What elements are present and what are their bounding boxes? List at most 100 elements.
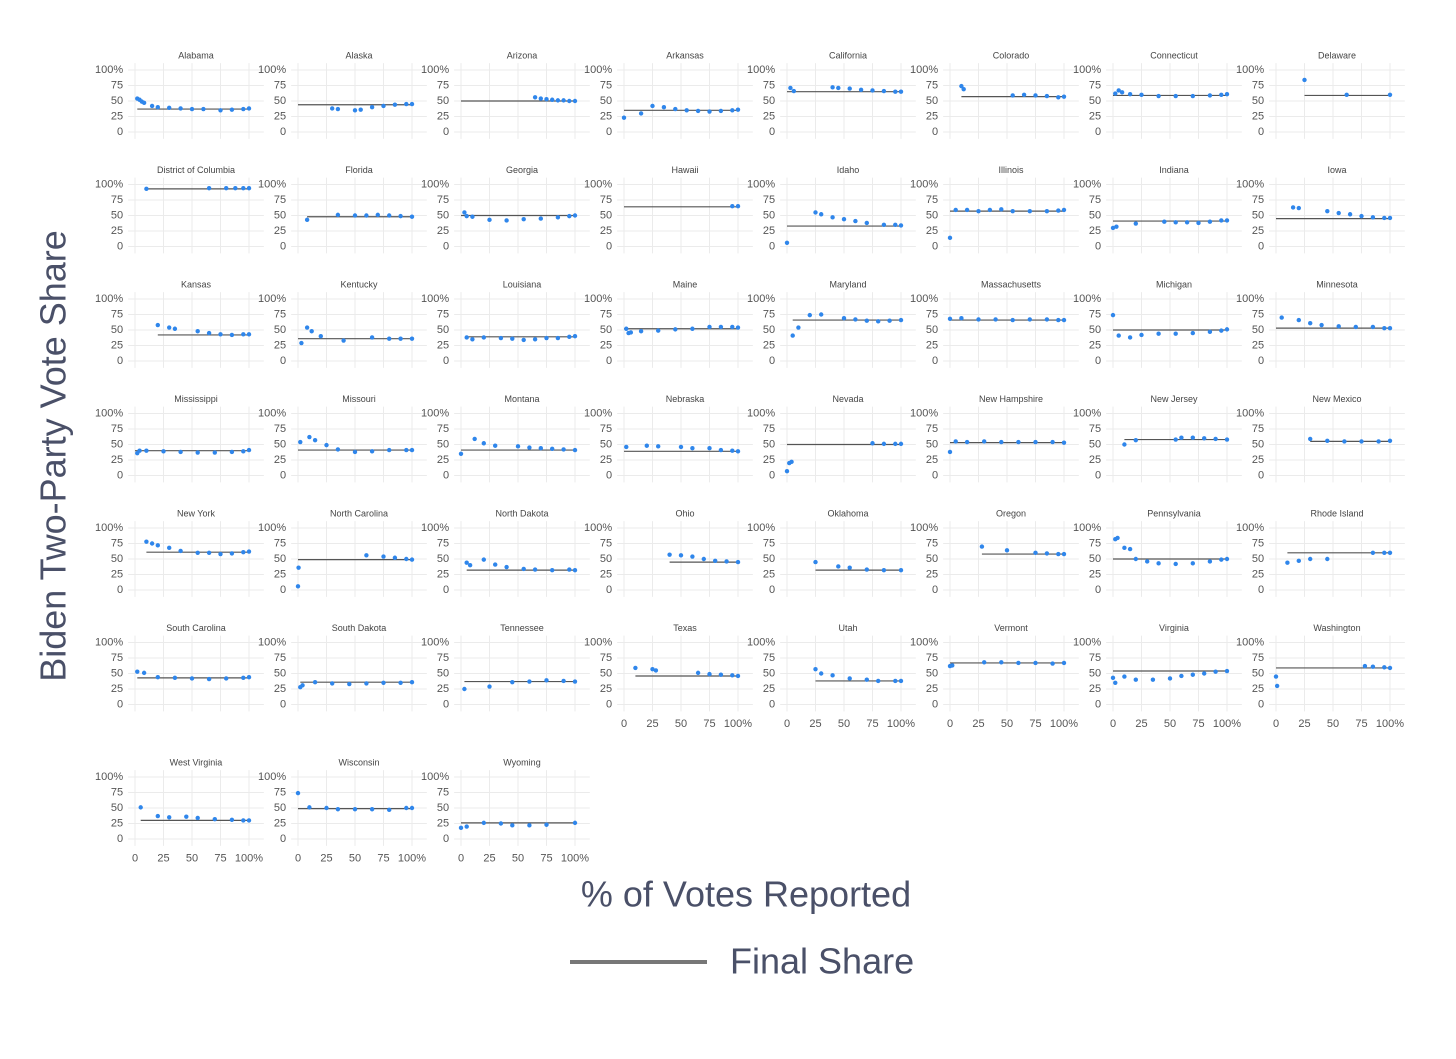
point [790,333,795,338]
point [561,98,566,103]
point [638,329,644,334]
y-tick-label: 25 [437,683,449,695]
point [1325,438,1330,443]
y-tick-label: 25 [1089,225,1101,237]
y-tick-label: 50 [1089,667,1101,679]
panel-title: Missouri [342,394,376,404]
y-tick-label: 100% [95,178,123,190]
y-tick-label: 25 [437,817,449,829]
x-tick-label: 0 [621,718,627,730]
point [1139,92,1144,98]
point [1273,674,1279,679]
y-tick-label: 25 [111,110,123,122]
point [1021,92,1027,98]
point [1387,92,1393,98]
y-tick-label: 75 [1252,652,1264,664]
y-tick-label: 50 [600,95,612,107]
x-tick-label: 0 [295,853,301,865]
y-tick-label: 25 [274,568,286,580]
y-tick-label: 75 [763,194,775,206]
point [521,566,526,572]
point [155,675,160,680]
point [544,678,549,683]
point [953,207,958,213]
y-tick-label: 75 [763,308,775,320]
point [819,671,824,676]
x-tick-label: 75 [214,853,226,865]
point [730,673,735,678]
point [1127,91,1133,97]
point [335,106,341,112]
y-tick-label: 25 [763,225,775,237]
x-tick-label: 75 [540,853,552,865]
point [1196,220,1201,226]
point [1387,215,1393,221]
point [1387,550,1393,555]
y-tick-label: 75 [111,194,123,206]
point [730,204,735,209]
y-tick-label: 50 [437,553,449,565]
y-tick-label: 0 [280,698,286,710]
point [1156,93,1161,99]
point [1387,665,1393,671]
point [1050,661,1055,666]
point [959,316,964,321]
point [784,240,790,245]
point [369,335,375,340]
y-tick-label: 100% [584,178,612,190]
y-tick-label: 0 [769,698,775,710]
y-tick-label: 100% [258,407,286,419]
y-tick-label: 25 [274,339,286,351]
y-tick-label: 25 [274,817,286,829]
point [667,552,672,557]
point [870,88,875,93]
x-tick-label: 25 [1135,718,1147,730]
point [1370,550,1376,555]
point [404,447,409,453]
y-tick-label: 50 [111,95,123,107]
x-tick-label: 50 [838,718,850,730]
panel-title: Utah [838,623,857,633]
point [167,545,172,551]
point [241,186,246,191]
point [404,556,409,562]
point [458,451,464,456]
point [241,449,246,454]
point [1056,208,1061,213]
y-tick-label: 25 [437,454,449,466]
panel-title: Wyoming [503,757,540,767]
panel-title: Arkansas [666,50,704,60]
point [218,551,223,557]
point [464,824,469,829]
point [155,105,160,110]
point [1336,210,1341,216]
x-tick-label: 100% [235,853,263,865]
point [898,678,904,684]
point [312,679,318,685]
y-tick-label: 0 [1258,584,1264,596]
x-tick-label: 100% [724,718,752,730]
point [481,335,486,340]
point [678,444,684,450]
y-tick-label: 75 [1252,308,1264,320]
y-tick-label: 25 [1252,225,1264,237]
x-tick-label: 25 [646,718,658,730]
point [841,316,847,321]
y-tick-label: 25 [763,454,775,466]
point [178,548,183,554]
point [195,329,200,334]
point [1061,660,1067,666]
point [1145,559,1150,564]
point [167,105,172,111]
y-tick-label: 100% [747,636,775,648]
point [1296,558,1302,564]
point [304,217,310,223]
point [836,85,841,91]
point [788,85,793,91]
x-tick-label: 100% [1376,718,1404,730]
point [898,317,904,323]
y-tick-label: 0 [606,584,612,596]
y-tick-label: 75 [437,537,449,549]
y-tick-label: 0 [1258,469,1264,481]
y-tick-label: 25 [274,110,286,122]
